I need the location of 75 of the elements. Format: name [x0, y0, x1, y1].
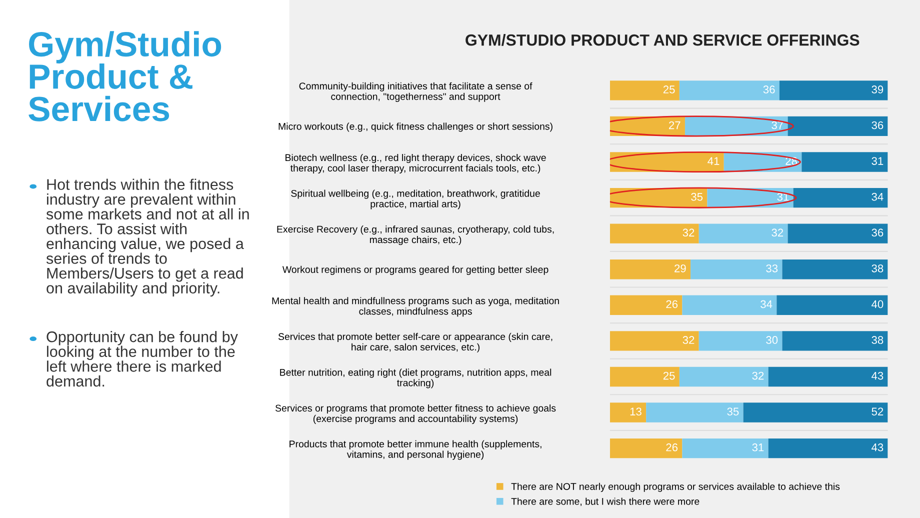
bar	[788, 116, 888, 136]
legend-label: There are some, but I wish there were more	[511, 498, 700, 506]
bar	[682, 438, 768, 458]
bar	[610, 80, 680, 100]
data-label: 36	[763, 86, 775, 94]
bar	[698, 224, 788, 244]
bar	[782, 260, 888, 280]
data-label: 43	[872, 372, 884, 380]
y-tick-label: Better nutrition, eating right (diet programs, nutrition apps, meal tracking)	[280, 368, 552, 388]
data-label: 35	[727, 408, 739, 416]
data-label: 30	[766, 336, 778, 344]
bar	[610, 260, 691, 280]
data-label: 39	[872, 86, 884, 94]
y-tick-label: Exercise Recovery (e.g., infrared saunas, cryotherapy, cold tubs, massage chairs, etc.)	[277, 226, 554, 246]
bar	[610, 295, 682, 315]
data-label: 32	[682, 228, 694, 237]
y-tick-label: Spiritual wellbeing (e.g., meditation, breathwork, gratitidue practice, martial arts)	[291, 190, 540, 210]
y-tick-label: Services that promote better self-care or appearance (skin care, hair care, salon services, etc.)	[278, 332, 552, 352]
y-tick-label: Services or programs that promote better fitness to achieve goals (exercise programs and accountability systems)	[275, 404, 556, 424]
text: Gym/Studio Product & Services	[28, 31, 222, 122]
data-label: 33	[766, 264, 778, 272]
bar	[776, 295, 888, 315]
data-label: 25	[663, 86, 675, 94]
bar	[610, 224, 699, 244]
data-label: 32	[752, 372, 764, 380]
data-label: 32	[772, 228, 784, 237]
bar	[768, 366, 888, 387]
bar	[793, 188, 888, 208]
data-label: 40	[872, 300, 884, 308]
data-label: 32	[682, 336, 694, 344]
text: Hot trends within the fitness industry are prevalent within some markets and not at all in others. To assist with enhancing value, we posed a series of trends to Members/Users to get a read on availability and priority.	[46, 178, 249, 297]
bar	[610, 366, 680, 387]
data-label: 34	[760, 300, 772, 308]
data-label: 13	[630, 408, 642, 416]
data-label: 25	[663, 372, 675, 380]
bar	[779, 80, 888, 100]
bar	[610, 402, 646, 422]
data-label: 27	[669, 121, 680, 130]
data-label: 29	[674, 264, 686, 272]
bar	[679, 80, 780, 100]
bar	[743, 402, 888, 422]
data-label: 52	[872, 408, 884, 416]
bar	[646, 402, 744, 422]
data-label: 31	[752, 443, 764, 452]
bar	[768, 438, 888, 458]
data-label: 26	[666, 300, 678, 308]
bar	[782, 331, 888, 351]
text: Opportunity can be found by looking at the number to the left where there is marked demand.	[46, 331, 238, 387]
bar	[690, 260, 782, 280]
data-label: 36	[872, 228, 884, 237]
bar	[610, 331, 699, 351]
y-tick-label: Community-building initiatives that facilitate a sense of connection, "togetherness" and support	[299, 82, 532, 102]
legend-label: There are NOT nearly enough programs or services available to achieve this	[511, 482, 840, 492]
bar	[788, 224, 888, 244]
bar	[698, 331, 782, 351]
y-tick-label: Workout regimens or programs geared for getting better sleep	[282, 266, 548, 275]
data-label: 37	[772, 121, 784, 130]
y-tick-label: Mental health and mindfullness programs such as yoga, meditation classes, mindfulness apps	[272, 297, 559, 317]
data-label: 38	[872, 336, 884, 344]
bar	[682, 295, 777, 315]
bar	[610, 438, 682, 458]
data-label: 35	[691, 192, 703, 201]
bar	[802, 152, 888, 172]
bar	[679, 366, 768, 387]
y-tick-label: Biotech wellness (e.g., red light therapy devices, shock wave therapy, cool laser therapy, microcurrent facials tools, etc.)	[286, 154, 546, 174]
y-tick-label: Products that promote better immune health (supplements, vitamins, and personal hygiene)	[290, 440, 542, 460]
data-label: 43	[872, 443, 884, 452]
data-label: 31	[872, 157, 884, 165]
chart-title: GYM/STUDIO PRODUCT AND SERVICE OFFERINGS	[466, 34, 860, 46]
data-label: 38	[872, 264, 884, 272]
data-label: 26	[666, 443, 678, 452]
y-tick-label: Micro workouts (e.g., quick fitness challenges or short sessions)	[278, 122, 552, 132]
data-label: 36	[872, 121, 884, 130]
data-label: 34	[872, 192, 884, 201]
data-label: 41	[708, 157, 720, 165]
